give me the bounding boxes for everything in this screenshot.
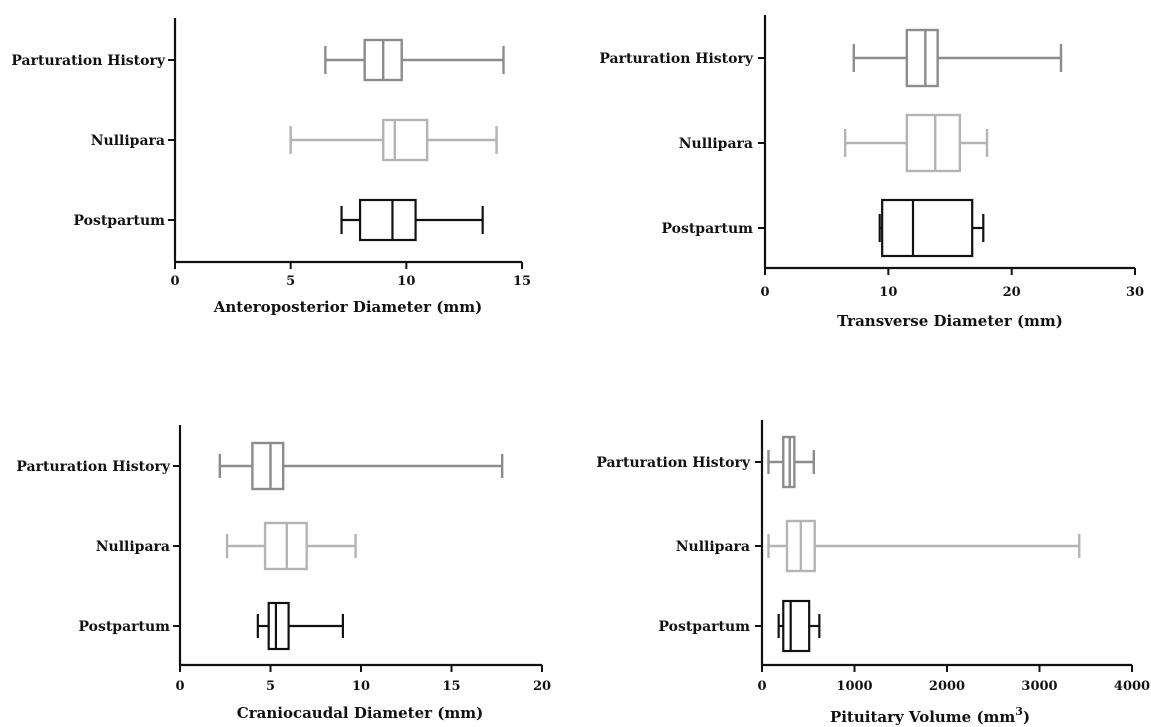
panel-4-category-label-postpartum: Postpartum — [658, 619, 750, 635]
panel-3-x-tick-label-2: 10 — [352, 679, 370, 694]
panel-2-x-tick-label-2: 20 — [1003, 285, 1021, 300]
panel-3-x-tick-label-3: 15 — [442, 679, 460, 694]
panel-2-box-postpartum — [878, 198, 985, 258]
panel-3-x-tick-label-0: 0 — [175, 679, 184, 694]
panel-2-x-axis-title: Transverse Diameter (mm) — [837, 312, 1063, 330]
panel-3-category-label-parturation-history: Parturation History — [16, 459, 170, 475]
panel-2-category-label-postpartum: Postpartum — [661, 221, 753, 237]
panel-2-iqr-box-nullipara — [905, 113, 962, 173]
panel-2-category-label-nullipara: Nullipara — [679, 136, 753, 152]
panel-3-box-parturation-history — [218, 441, 504, 491]
panel-3-box-nullipara — [225, 521, 357, 571]
panel-1-box-postpartum — [340, 198, 484, 242]
panel-4-box-postpartum — [777, 599, 821, 653]
panel-2-iqr-box-parturation-history — [905, 28, 939, 88]
panel-4-iqr-box-postpartum — [782, 599, 811, 653]
panel-3-x-tick-label-1: 5 — [266, 679, 275, 694]
panel-4-category-label-parturation-history: Parturation History — [596, 455, 750, 471]
panel-1-x-axis-title: Anteroposterior Diameter (mm) — [213, 298, 482, 316]
panel-3-x-axis-title: Craniocaudal Diameter (mm) — [237, 704, 483, 722]
panel-2-category-label-parturation-history: Parturation History — [599, 51, 753, 67]
panel-2-box-parturation-history — [852, 28, 1063, 88]
panel-1-x-tick-label-0: 0 — [170, 274, 179, 289]
panel-3-iqr-box-postpartum — [267, 601, 290, 651]
panel-4-category-label-nullipara: Nullipara — [676, 539, 750, 555]
panel-1-category-label-postpartum: Postpartum — [73, 213, 165, 229]
panel-2-box-nullipara — [843, 113, 989, 173]
panel-4-x-tick-label-2: 2000 — [929, 679, 965, 694]
panel-3-iqr-box-parturation-history — [251, 441, 285, 491]
panel-3-x-tick-label-4: 20 — [533, 679, 551, 694]
panel-1-iqr-box-postpartum — [358, 198, 417, 242]
panel-4-x-tick-label-0: 0 — [757, 679, 766, 694]
panel-2-x-tick-label-0: 0 — [760, 285, 769, 300]
panel-4-box-nullipara — [767, 519, 1081, 573]
panel-4-x-axis-title: Pituitary Volume (mm3) — [830, 705, 1030, 726]
panel-2-x-tick-label-3: 30 — [1126, 285, 1144, 300]
panel-1-box-nullipara — [289, 118, 498, 162]
panel-3-category-label-nullipara: Nullipara — [96, 539, 170, 555]
panel-1-category-label-nullipara: Nullipara — [91, 133, 165, 149]
panel-1-x-tick-label-2: 10 — [397, 274, 415, 289]
panel-3-box-postpartum — [256, 601, 344, 651]
panel-2-iqr-box-postpartum — [881, 198, 974, 258]
panel-1-box-parturation-history — [324, 38, 505, 82]
panel-4-x-tick-label-1: 1000 — [836, 679, 872, 694]
panel-1-iqr-box-nullipara — [382, 118, 429, 162]
panel-1: 0 5 10 15 Parturation History Nullipara Postpa… — [11, 18, 531, 316]
panel-1-category-label-parturation-history: Parturation History — [11, 53, 165, 69]
panel-2-x-tick-label-1: 10 — [879, 285, 897, 300]
panel-1-x-tick-label-1: 5 — [286, 274, 295, 289]
panel-3: 0 5 10 15 20 Parturation History Nullipara Post… — [16, 425, 551, 722]
panel-4-box-parturation-history — [767, 435, 815, 489]
panel-4-x-tick-label-3: 3000 — [1021, 679, 1057, 694]
panel-2: 0 10 20 30 Parturation History Nullipara Postp… — [599, 15, 1144, 330]
panel-4: 0 1000 2000 3000 4000 Parturation History Null… — [596, 420, 1150, 726]
panel-1-x-tick-label-3: 15 — [513, 274, 531, 289]
panel-4-x-tick-label-4: 4000 — [1114, 679, 1150, 694]
panel-3-category-label-postpartum: Postpartum — [78, 619, 170, 635]
